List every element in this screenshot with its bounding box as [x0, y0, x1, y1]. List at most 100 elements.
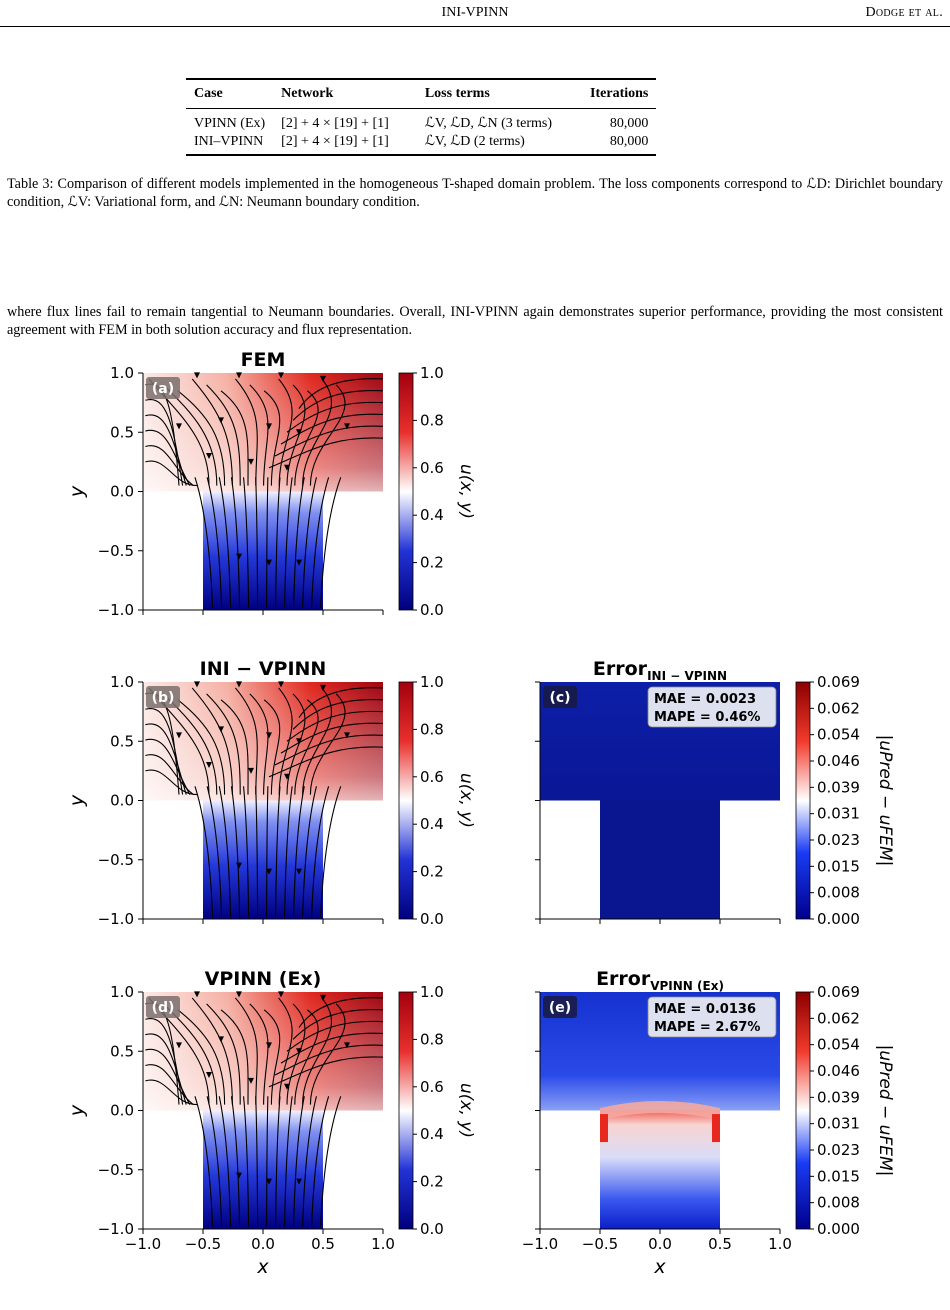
streamline — [206, 1096, 223, 1227]
colorbar-label: |uPred − uFEM| — [875, 1045, 895, 1177]
table-header-row: Case Network Loss terms Iterations — [186, 79, 657, 109]
streamline — [243, 786, 250, 917]
panel-title: ErrorINI − VPINN — [593, 658, 727, 683]
y-tick-label: −0.5 — [98, 1161, 134, 1179]
col-header-network: Network — [281, 86, 334, 101]
streamline — [249, 693, 269, 795]
colorbar-tick-label: 0.6 — [420, 768, 444, 786]
streamline — [230, 1096, 241, 1227]
colorbar-tick-label: 0.031 — [817, 805, 860, 823]
streamline — [278, 997, 293, 1105]
error-hotspot — [712, 1114, 720, 1143]
panel-label: (d) — [152, 1000, 175, 1016]
colorbar-tick-label: 1.0 — [420, 983, 444, 1001]
colorbar-tick-label: 0.8 — [420, 1030, 444, 1048]
streamline — [206, 786, 223, 917]
streamline — [263, 1009, 281, 1105]
x-tick-label: −1.0 — [125, 1235, 161, 1253]
x-tick-label: 0.0 — [648, 1235, 672, 1253]
y-tick-label: −0.5 — [98, 851, 134, 869]
streamline — [249, 384, 269, 486]
header-title: INI-VPINN — [441, 5, 509, 20]
streamline — [145, 1064, 194, 1106]
streamline — [145, 769, 198, 796]
streamline — [286, 401, 384, 433]
table-cell: 80,000 — [609, 134, 649, 149]
streamline — [309, 693, 346, 795]
solution-colorbar — [398, 681, 414, 920]
colorbar-label: u(x, y) — [456, 464, 476, 519]
colorbar-tick-label: 0.039 — [817, 1088, 860, 1106]
table-row: VPINN (Ex) [2] + 4 × [19] + [1] ℒV, ℒD, … — [186, 109, 656, 134]
streamline — [206, 477, 223, 608]
panel-label: (e) — [549, 1000, 571, 1016]
flux-arrow — [236, 553, 242, 560]
panel-a: (a) FEM 1.0 0.5 0.0 −0.5 −1.0 y 1.0 0.8 0.6 0.4 0.2 0… — [66, 349, 476, 619]
streamline — [194, 477, 214, 608]
streamline — [298, 687, 384, 718]
streamline — [220, 390, 249, 486]
streamline — [177, 1009, 226, 1105]
running-header: INI-VPINN Dodge et al. — [0, 0, 950, 27]
flux-arrow — [320, 375, 326, 382]
y-tick-label: 0.5 — [110, 423, 134, 441]
streamline — [145, 738, 191, 795]
colorbar-label: u(x, y) — [456, 1083, 476, 1138]
streamline — [298, 997, 384, 1028]
col-header-loss-terms: Loss terms — [424, 86, 490, 101]
x-tick-label: 0.5 — [311, 1235, 335, 1253]
flux-arrow — [284, 464, 290, 471]
streamline — [243, 477, 250, 608]
colorbar-tick-label: 0.023 — [817, 1141, 860, 1159]
colorbar-tick-label: 0.0 — [420, 1220, 444, 1238]
colorbar-tick-label: 0.2 — [420, 1173, 444, 1191]
flux-arrow — [296, 429, 302, 436]
colorbar-tick-label: 0.008 — [817, 1194, 860, 1212]
col-header-case: Case — [194, 86, 223, 101]
flux-arrow — [194, 681, 200, 688]
streamline — [218, 1096, 232, 1227]
colorbar-tick-label: 0.062 — [817, 699, 860, 717]
flux-arrow — [248, 458, 254, 465]
x-tick-label: −0.5 — [582, 1235, 618, 1253]
streamline — [274, 425, 384, 457]
y-tick-label: 0.5 — [110, 732, 134, 750]
table-cell: [2] + 4 × [19] + [1] — [281, 116, 389, 131]
streamline — [206, 693, 241, 795]
streamline — [145, 398, 184, 486]
streamline — [255, 786, 259, 917]
table-cell: INI–VPINN — [194, 134, 264, 149]
streamline — [234, 378, 258, 486]
flux-arrow — [206, 1071, 212, 1078]
streamline — [284, 786, 293, 917]
panel-label-box — [543, 996, 577, 1018]
streamline — [145, 707, 184, 795]
streamline — [293, 477, 305, 608]
streamline — [278, 378, 293, 486]
colorbar-tick-label: 0.039 — [817, 778, 860, 796]
streamline — [268, 1056, 384, 1088]
streamline — [311, 477, 330, 608]
streamline — [145, 1048, 191, 1105]
panel-title: FEM — [241, 349, 286, 371]
streamline — [293, 786, 305, 917]
flux-arrow — [266, 732, 272, 739]
colorbar-tick-label: 0.015 — [817, 1167, 860, 1185]
flux-arrow — [176, 1042, 182, 1049]
mape-value: MAPE = 0.46% — [654, 710, 760, 725]
table-cell: ℒV, ℒD (2 terms) — [424, 134, 525, 149]
x-tick-label: 1.0 — [768, 1235, 792, 1253]
streamline — [266, 786, 269, 917]
colorbar-tick-label: 0.054 — [817, 1036, 860, 1054]
streamline — [145, 754, 194, 796]
y-tick-label: −0.5 — [98, 542, 134, 560]
streamline — [234, 997, 258, 1105]
panel-label-box — [146, 686, 180, 708]
streamline — [268, 437, 384, 469]
panel-b: (b) INI − VPINN 1.0 0.5 0.0 −0.5 −1.0 y 1.0 0.8 0.… — [66, 658, 476, 928]
streamline — [302, 997, 333, 1105]
flux-arrow — [266, 1178, 272, 1185]
panel-title-subscript: INI − VPINN — [647, 669, 727, 683]
streamline — [230, 786, 241, 917]
